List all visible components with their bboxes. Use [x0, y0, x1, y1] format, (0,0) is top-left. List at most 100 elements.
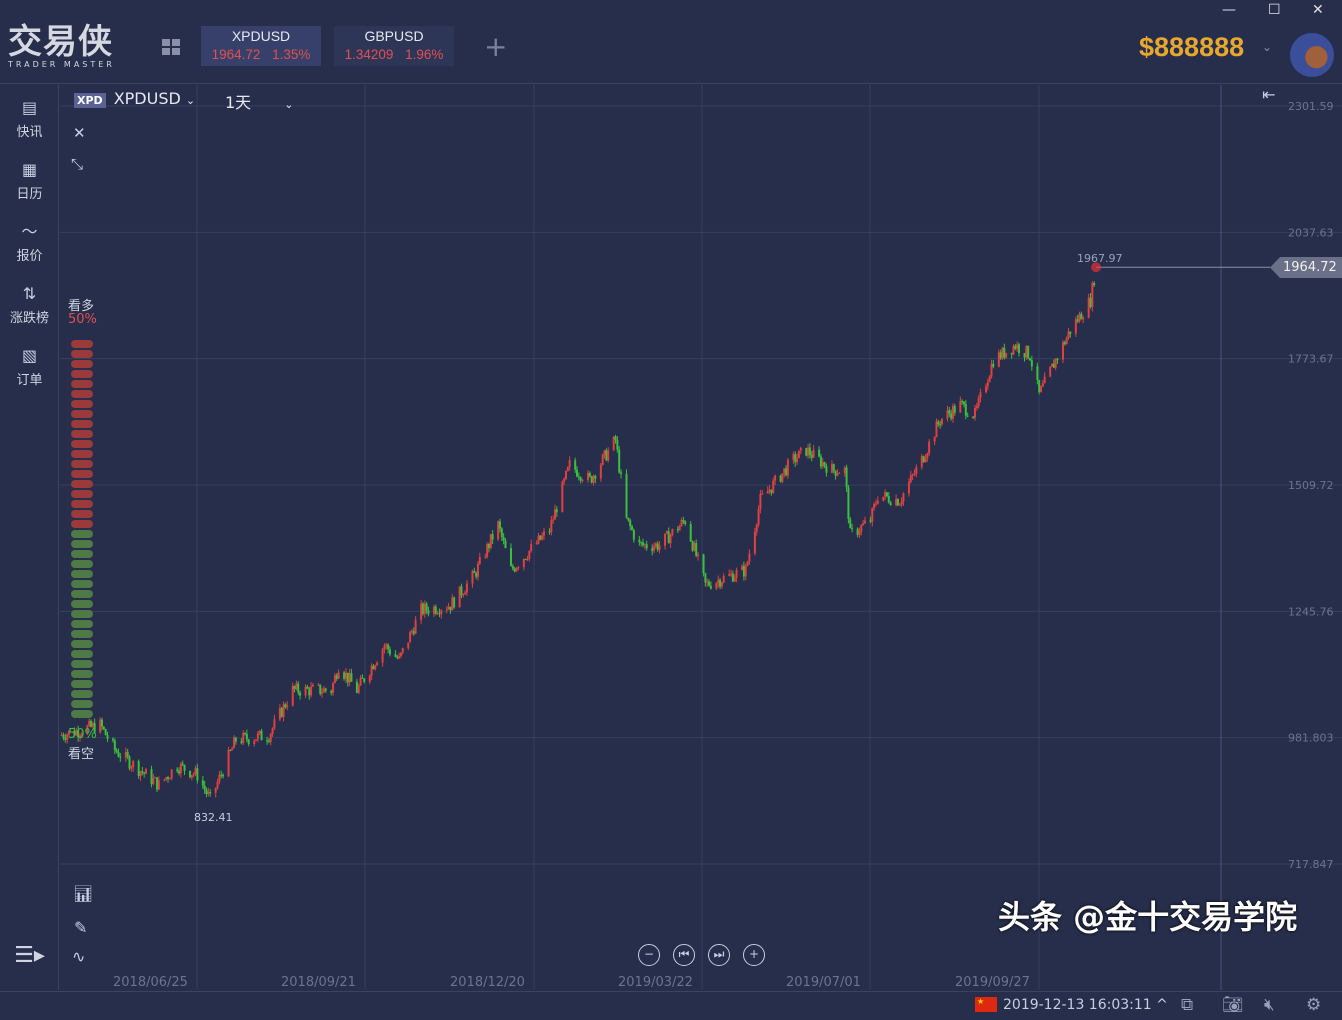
chevron-down-icon[interactable]: ⌄ — [1262, 40, 1273, 54]
candle-body — [355, 681, 358, 693]
sidebar-item-news[interactable]: ▤ 快讯 — [0, 95, 59, 140]
candle-body — [269, 733, 272, 742]
candle-body — [157, 780, 160, 790]
candle-body — [1014, 346, 1017, 349]
candle-body — [966, 415, 969, 417]
candle-body — [143, 772, 146, 774]
candle-body — [772, 480, 775, 493]
candle-body — [247, 739, 250, 745]
candle-body — [825, 466, 828, 473]
candle-body — [139, 771, 142, 777]
candle-body — [640, 542, 643, 544]
candle-body — [715, 583, 718, 589]
sidebar-item-quotes[interactable]: 〜报价 — [0, 219, 59, 264]
candle-body — [440, 610, 443, 615]
candle-body — [781, 473, 784, 482]
candle-body — [717, 579, 720, 584]
candle-body — [471, 571, 474, 584]
wave-icon[interactable]: ∿ — [72, 947, 86, 966]
candlestick-chart[interactable]: 2301.59 2037.63 1773.67 1509.72 1245.76 981.8… — [60, 85, 1342, 990]
candle-body — [774, 475, 777, 481]
add-tab-button[interactable]: + — [484, 30, 508, 63]
candle-body — [80, 734, 83, 736]
zoom-out-button[interactable]: − — [638, 944, 660, 966]
candle-body — [579, 477, 582, 481]
candle-body — [1054, 358, 1057, 368]
top-bar: 交易侠 TRADER MASTER XPDUSD 1964.72 1.35% GB… — [0, 0, 1342, 84]
candle-body — [1052, 363, 1055, 368]
window-icon[interactable]: ⧉ — [1181, 995, 1194, 1015]
candle-body — [594, 475, 597, 479]
candle-body — [964, 403, 967, 416]
drawing-tool-icon[interactable]: ✎ — [74, 918, 88, 937]
candle-body — [856, 528, 859, 535]
candle-body — [308, 688, 311, 696]
sidebar-item-orders[interactable]: ▧ 订单 — [0, 343, 59, 388]
collapse-icon[interactable]: ⤡ — [71, 155, 84, 173]
candle-body — [671, 529, 674, 535]
bull-segment — [71, 410, 93, 418]
candle-body — [515, 568, 518, 572]
candle-body — [631, 526, 634, 530]
candle-body — [555, 509, 558, 513]
candle-body — [489, 534, 492, 548]
chevron-down-icon: ⌄ — [284, 98, 294, 111]
x-tick-label: 2018/06/25 — [113, 975, 188, 990]
candle-body — [346, 672, 349, 683]
candle-body — [988, 376, 991, 383]
candle-body — [785, 468, 788, 476]
indicator-icon[interactable]: 📊︎ — [73, 884, 94, 903]
candle-body — [335, 675, 338, 679]
tab-xpdusd[interactable]: XPDUSD 1964.72 1.35% — [201, 26, 321, 66]
camera-icon[interactable]: 📷︎ — [1222, 995, 1244, 1015]
candle-body — [1067, 331, 1070, 338]
candle-body — [491, 534, 494, 540]
symbol-selector[interactable]: XPD XPDUSD ⌄ — [74, 89, 195, 108]
minimize-button[interactable]: — — [1222, 2, 1236, 18]
clock[interactable]: 2019-12-13 16:03:11 ^ — [1003, 997, 1168, 1013]
candle-body — [317, 684, 320, 686]
candle-body — [924, 458, 927, 463]
maximize-button[interactable]: ☐ — [1268, 2, 1281, 18]
y-tick-label: 1509.72 — [1288, 479, 1334, 492]
candle-body — [1012, 346, 1015, 355]
candle-body — [953, 406, 956, 413]
balance[interactable]: $888888 — [1139, 32, 1245, 62]
skip-end-button[interactable]: ⏭ — [708, 944, 730, 966]
candle-body — [487, 543, 490, 548]
candle-body — [278, 708, 281, 720]
y-tick-label: 2301.59 — [1288, 100, 1334, 113]
candle-body — [676, 529, 679, 531]
candle-body — [682, 520, 685, 522]
sidebar-item-calendar[interactable]: ▦ 日历 — [0, 157, 59, 202]
candle-body — [1051, 363, 1054, 367]
candle-body — [937, 421, 940, 425]
candle-body — [733, 577, 736, 582]
skip-start-button[interactable]: ⏮ — [673, 944, 695, 966]
candle-body — [537, 535, 540, 544]
candle-body — [542, 531, 545, 536]
gear-icon[interactable]: ⚙ — [1306, 995, 1322, 1015]
candle-body — [940, 418, 943, 425]
tab-gbpusd[interactable]: GBPUSD 1.34209 1.96% — [334, 26, 454, 66]
candle-body — [332, 682, 335, 693]
candle-body — [656, 543, 659, 550]
candle-body — [152, 778, 155, 785]
zoom-in-button[interactable]: + — [743, 944, 765, 966]
close-icon[interactable]: ✕ — [73, 124, 86, 142]
avatar[interactable] — [1290, 33, 1334, 77]
menu-icon[interactable]: ☰▸ — [14, 943, 45, 968]
candle-body — [849, 519, 852, 529]
candle-body — [601, 454, 604, 465]
mute-icon[interactable]: 🔇︎ — [1264, 995, 1275, 1015]
period-selector[interactable]: 1天 ⌄ — [225, 93, 294, 112]
sidebar-item-movers[interactable]: ⇅ 涨跌榜 — [0, 281, 59, 326]
close-button[interactable]: ✕ — [1312, 2, 1324, 18]
candle-body — [216, 781, 219, 788]
candle-body — [552, 519, 555, 521]
panel-toggle-icon[interactable]: ⇤ — [1262, 85, 1276, 104]
layout-grid-icon[interactable] — [162, 39, 180, 55]
candle-body — [1038, 379, 1041, 393]
candle-body — [460, 586, 463, 596]
candle-body — [1030, 360, 1033, 367]
